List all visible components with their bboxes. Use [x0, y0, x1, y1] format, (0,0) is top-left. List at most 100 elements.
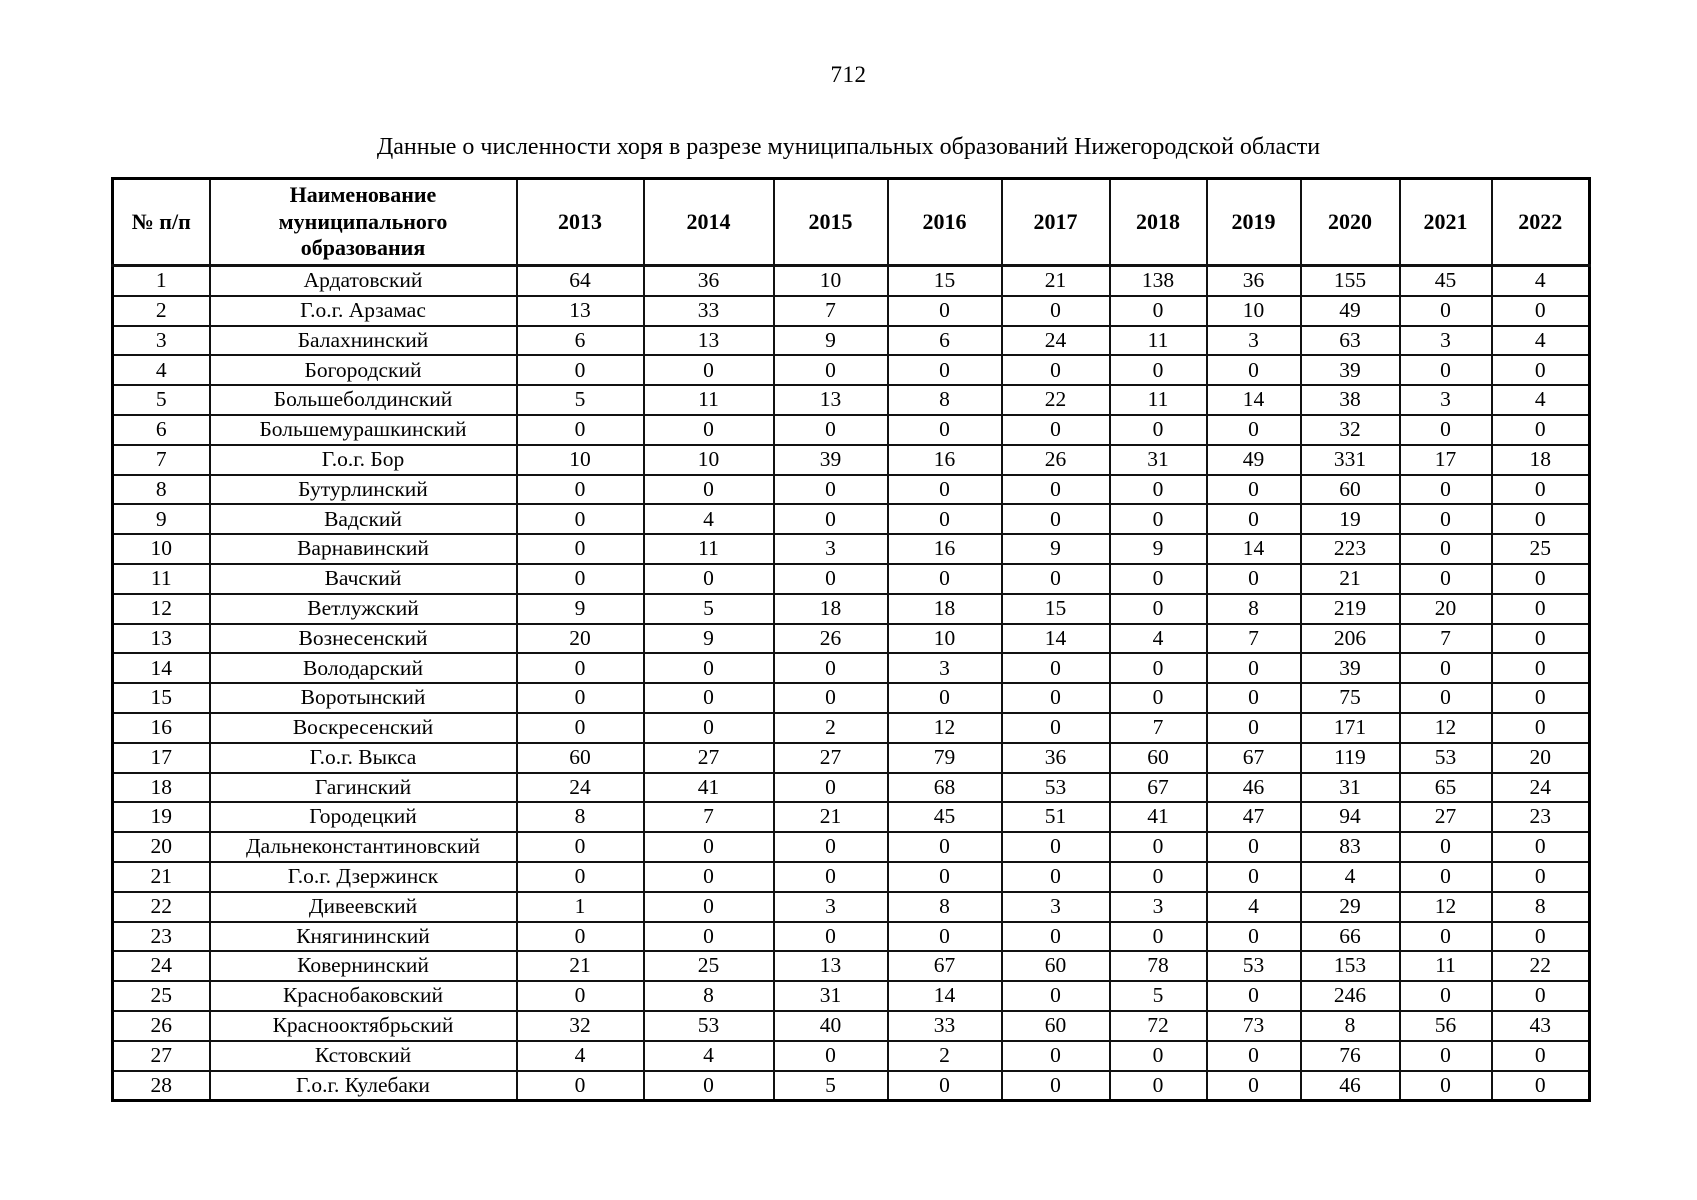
year-value-cell: 0: [1108, 1039, 1208, 1072]
year-value-cell: 0: [642, 890, 775, 923]
year-value-cell: 11: [1108, 324, 1208, 357]
col-header-row-number: № п/п: [111, 177, 211, 267]
year-value-cell: 0: [772, 562, 889, 595]
year-value-cell: 0: [1108, 294, 1208, 327]
table-row: 7 Г.о.г. Бор 10 10 39 16 26 31 49 331 17 18: [111, 443, 1591, 476]
year-value-cell: 4: [1205, 890, 1302, 923]
year-value-cell: 8: [1299, 1009, 1401, 1042]
year-value-cell: 67: [1205, 741, 1302, 774]
year-value-cell: 219: [1299, 592, 1401, 625]
year-value-cell: 11: [642, 533, 775, 565]
year-value-cell: 0: [515, 920, 645, 953]
year-value-cell: 3: [772, 890, 889, 923]
year-value-cell: 0: [886, 294, 1003, 327]
year-value-cell: 31: [1108, 443, 1208, 476]
row-number-cell: 16: [111, 711, 211, 744]
year-value-cell: 11: [642, 384, 775, 416]
municipality-name-cell: Ветлужский: [208, 592, 518, 625]
year-value-cell: 0: [1108, 413, 1208, 446]
year-value-cell: 0: [515, 711, 645, 744]
row-number-cell: 8: [111, 473, 211, 506]
year-value-cell: 0: [886, 831, 1003, 863]
year-value-cell: 0: [1205, 831, 1302, 863]
row-number-cell: 24: [111, 950, 211, 983]
year-value-cell: 0: [886, 562, 1003, 595]
year-value-cell: 67: [1108, 771, 1208, 804]
year-value-cell: 0: [515, 503, 645, 536]
year-value-cell: 26: [772, 622, 889, 655]
row-number-cell: 14: [111, 652, 211, 685]
table-row: 9 Вадский 0 4 0 0 0 0 0 19 0 0: [111, 503, 1591, 536]
year-value-cell: 0: [642, 473, 775, 506]
col-header-year: 2013: [515, 177, 645, 267]
municipality-name-cell: Краснооктябрьский: [208, 1009, 518, 1042]
row-number-cell: 6: [111, 413, 211, 446]
year-value-cell: 0: [772, 354, 889, 387]
year-value-cell: 29: [1299, 890, 1401, 923]
year-value-cell: 46: [1299, 1069, 1401, 1102]
year-value-cell: 0: [642, 652, 775, 685]
year-value-cell: 60: [1299, 473, 1401, 506]
year-value-cell: 0: [1490, 622, 1591, 655]
year-value-cell: 21: [1000, 264, 1111, 297]
row-number-cell: 15: [111, 682, 211, 714]
year-value-cell: 60: [1000, 1009, 1111, 1042]
year-value-cell: 8: [515, 801, 645, 834]
year-value-cell: 2: [772, 711, 889, 744]
table-row: 24 Ковернинский 21 25 13 67 60 78 53 153 11 22: [111, 950, 1591, 983]
table-row: 16 Воскресенский 0 0 2 12 0 7 0 171 12 0: [111, 711, 1591, 744]
municipalities-choir-table: № п/п Наименование муниципального образо…: [111, 177, 1591, 1103]
year-value-cell: 32: [515, 1009, 645, 1042]
year-value-cell: 138: [1108, 264, 1208, 297]
year-value-cell: 94: [1299, 801, 1401, 834]
row-number-cell: 20: [111, 831, 211, 863]
row-number-cell: 25: [111, 980, 211, 1012]
municipality-name-cell: Г.о.г. Бор: [208, 443, 518, 476]
year-value-cell: 0: [1490, 503, 1591, 536]
year-value-cell: 0: [1000, 1039, 1111, 1072]
year-value-cell: 20: [1490, 741, 1591, 774]
year-value-cell: 24: [515, 771, 645, 804]
row-number-cell: 28: [111, 1069, 211, 1102]
year-value-cell: 60: [515, 741, 645, 774]
year-value-cell: 7: [1398, 622, 1493, 655]
municipality-name-cell: Вознесенский: [208, 622, 518, 655]
municipality-name-cell: Большеболдинский: [208, 384, 518, 416]
year-value-cell: 75: [1299, 682, 1401, 714]
year-value-cell: 14: [1205, 384, 1302, 416]
year-value-cell: 0: [1108, 831, 1208, 863]
year-value-cell: 56: [1398, 1009, 1493, 1042]
year-value-cell: 0: [1490, 920, 1591, 953]
year-value-cell: 15: [1000, 592, 1111, 625]
year-value-cell: 0: [1205, 413, 1302, 446]
table-row: 8 Бутурлинский 0 0 0 0 0 0 0 60 0 0: [111, 473, 1591, 506]
year-value-cell: 24: [1000, 324, 1111, 357]
year-value-cell: 153: [1299, 950, 1401, 983]
table-row: 26 Краснооктябрьский 32 53 40 33 60 72 73 8 56 43: [111, 1009, 1591, 1042]
table-row: 27 Кстовский 4 4 0 2 0 0 0 76 0 0: [111, 1039, 1591, 1072]
row-number-cell: 22: [111, 890, 211, 923]
year-value-cell: 0: [1000, 831, 1111, 863]
year-value-cell: 41: [1108, 801, 1208, 834]
year-value-cell: 10: [1205, 294, 1302, 327]
year-value-cell: 0: [1490, 294, 1591, 327]
municipality-name-cell: Варнавинский: [208, 533, 518, 565]
year-value-cell: 0: [886, 920, 1003, 953]
year-value-cell: 0: [1000, 1069, 1111, 1102]
table-row: 19 Городецкий 8 7 21 45 51 41 47 94 27 23: [111, 801, 1591, 834]
year-value-cell: 47: [1205, 801, 1302, 834]
row-number-cell: 10: [111, 533, 211, 565]
year-value-cell: 3: [1000, 890, 1111, 923]
col-header-year: 2018: [1108, 177, 1208, 267]
year-value-cell: 21: [772, 801, 889, 834]
year-value-cell: 0: [772, 473, 889, 506]
year-value-cell: 0: [515, 860, 645, 893]
year-value-cell: 3: [1108, 890, 1208, 923]
year-value-cell: 0: [1490, 860, 1591, 893]
year-value-cell: 8: [1490, 890, 1591, 923]
municipality-name-cell: Балахнинский: [208, 324, 518, 357]
year-value-cell: 0: [1108, 920, 1208, 953]
year-value-cell: 0: [1108, 682, 1208, 714]
municipality-name-cell: Воротынский: [208, 682, 518, 714]
